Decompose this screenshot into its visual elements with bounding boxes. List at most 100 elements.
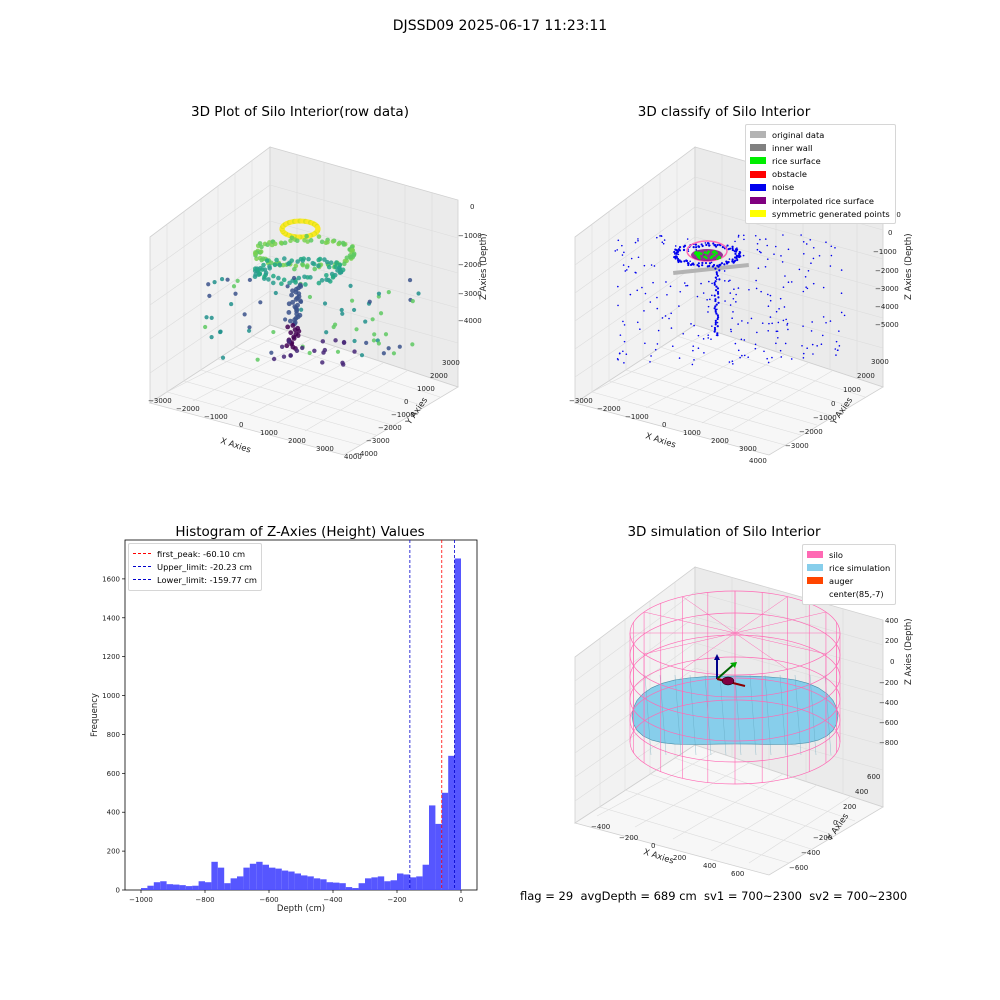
data-point xyxy=(206,282,211,287)
data-point xyxy=(354,327,359,332)
legend-swatch xyxy=(750,157,766,165)
classified-point xyxy=(694,243,698,246)
classified-point xyxy=(659,235,661,237)
data-point xyxy=(301,256,307,261)
silo-spoke xyxy=(734,632,788,670)
classified-point xyxy=(714,298,717,301)
classified-point xyxy=(732,363,734,365)
classified-point xyxy=(737,287,740,289)
classified-point xyxy=(710,261,713,264)
classified-point xyxy=(835,354,837,356)
classified-point xyxy=(706,252,709,255)
data-point xyxy=(316,263,321,269)
legend-label: Upper_limit: -20.23 cm xyxy=(157,561,252,572)
classified-point xyxy=(676,257,680,261)
data-point xyxy=(294,238,300,243)
classified-point xyxy=(683,244,687,247)
y-tick-label: 1000 xyxy=(102,692,120,700)
data-point xyxy=(316,257,321,263)
histogram-bar xyxy=(185,886,193,890)
classified-point xyxy=(670,327,673,329)
data-point xyxy=(229,301,234,307)
x-tick: −200 xyxy=(619,834,638,842)
data-point xyxy=(307,350,312,356)
classified-point xyxy=(690,323,692,325)
legend-swatch xyxy=(750,183,766,191)
y-tick: 0 xyxy=(833,819,837,827)
y-tick: 200 xyxy=(843,803,856,811)
legend-item: original data xyxy=(750,128,891,141)
data-point xyxy=(284,343,290,349)
classified-point xyxy=(635,272,637,274)
classified-point xyxy=(771,356,773,359)
figure-suptitle: DJSSD09 2025-06-17 11:23:11 xyxy=(392,18,608,34)
silo-spoke xyxy=(734,596,788,634)
classified-point xyxy=(683,282,686,284)
classified-point xyxy=(692,345,695,347)
classified-point xyxy=(715,278,718,281)
classified-point xyxy=(767,329,770,332)
classified-point xyxy=(730,330,733,333)
silo-spoke xyxy=(734,611,826,634)
classified-point xyxy=(716,325,719,328)
y-tick: −2000 xyxy=(799,428,823,436)
classified-point xyxy=(693,324,695,327)
data-point xyxy=(247,325,252,330)
x-tick: −1000 xyxy=(625,413,649,421)
data-point xyxy=(376,341,381,346)
classified-point xyxy=(687,250,690,252)
classified-point xyxy=(716,332,719,335)
data-point xyxy=(378,311,384,316)
x-tick: −1000 xyxy=(204,413,228,421)
histogram-bar xyxy=(345,887,353,890)
classified-point xyxy=(692,349,694,352)
classified-point xyxy=(714,321,717,324)
classified-point xyxy=(829,320,832,322)
silo-spoke xyxy=(682,632,736,670)
classified-point xyxy=(709,298,711,301)
histogram-bar xyxy=(435,823,442,890)
histogram-bar xyxy=(281,870,289,890)
x-tick: −400 xyxy=(591,823,610,831)
x-axis-ticks: −3000 −2000 −1000 0 1000 2000 3000 4000 xyxy=(148,397,362,461)
data-point xyxy=(348,283,353,288)
histogram-bar xyxy=(326,882,333,890)
classified-point xyxy=(662,242,665,245)
x-tick: 4000 xyxy=(749,457,767,465)
histogram-bar xyxy=(377,876,385,890)
data-point xyxy=(233,291,238,296)
histogram-bar xyxy=(365,878,372,890)
classified-point xyxy=(785,318,787,321)
classified-point xyxy=(734,342,737,345)
classified-point xyxy=(812,246,815,249)
mesh-line xyxy=(674,674,682,756)
classified-point xyxy=(617,285,619,288)
classified-point xyxy=(840,311,843,314)
histogram-bar xyxy=(403,874,410,890)
y-tick: 2000 xyxy=(430,372,448,380)
data-point xyxy=(270,280,276,286)
data-point xyxy=(272,241,278,247)
classified-point xyxy=(784,275,786,277)
x-tick: 200 xyxy=(673,854,686,862)
classified-point xyxy=(621,254,624,256)
classified-point xyxy=(767,305,770,308)
classified-point xyxy=(714,323,717,326)
classified-point xyxy=(623,340,626,343)
classified-point xyxy=(716,321,719,324)
classified-point xyxy=(653,265,656,267)
x-tick: 1000 xyxy=(683,429,701,437)
classified-point xyxy=(757,267,760,269)
data-point xyxy=(225,277,230,282)
classified-point xyxy=(622,264,625,266)
y-tick-label: 400 xyxy=(107,809,120,817)
classified-point xyxy=(619,334,622,336)
data-point xyxy=(351,251,357,257)
data-point xyxy=(252,251,258,256)
data-point xyxy=(295,333,301,338)
data-point xyxy=(289,258,295,263)
classified-point xyxy=(715,303,718,306)
classified-point xyxy=(644,292,647,295)
classified-point xyxy=(766,244,769,247)
data-point xyxy=(219,276,225,282)
